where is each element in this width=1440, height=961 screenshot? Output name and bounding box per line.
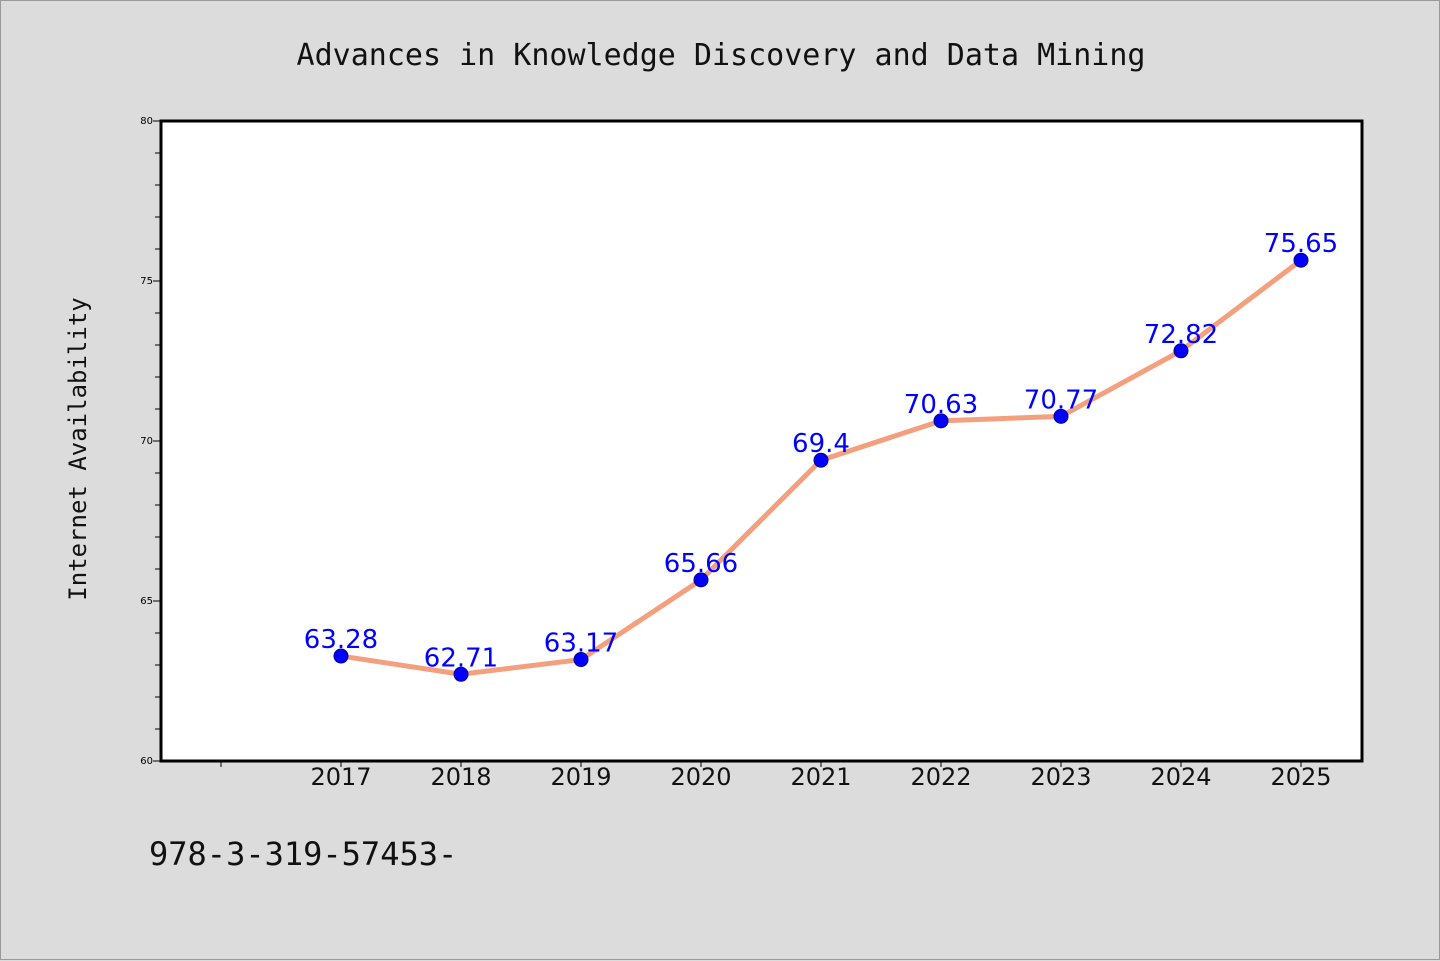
- y-tick-label: 75: [140, 276, 153, 287]
- data-point-marker: [333, 648, 349, 664]
- data-label: 75.65: [1264, 229, 1338, 259]
- y-axis-label: Internet Availability: [64, 297, 92, 600]
- x-tick-label: 2017: [310, 763, 371, 791]
- data-point-marker: [693, 572, 709, 588]
- y-tick-label: 80: [140, 116, 153, 127]
- data-labels: 63.28 62.71 63.17 65.66 69.4 70.63 70.77 72.82 7…: [304, 229, 1338, 673]
- data-point-marker: [933, 413, 949, 429]
- data-label: 62.71: [424, 643, 498, 673]
- data-label: 70.77: [1024, 385, 1098, 415]
- y-tick-label: 60: [140, 756, 153, 767]
- data-label: 65.66: [664, 549, 738, 579]
- data-point-marker: [1293, 252, 1309, 268]
- data-label: 69.4: [792, 429, 850, 459]
- y-tick-label: 65: [140, 596, 153, 607]
- x-tick-label: 2022: [910, 763, 971, 791]
- x-axis: 2017 2018 2019 2020 2021 2022 2023 2024 2025: [220, 761, 1332, 791]
- x-tick-label: 2023: [1030, 763, 1091, 791]
- data-label: 72.82: [1144, 320, 1218, 350]
- y-tick-label: 70: [140, 436, 153, 447]
- series-markers: [333, 252, 1309, 682]
- plot-area: [159, 119, 1364, 763]
- x-tick-label: 2024: [1150, 763, 1211, 791]
- x-tick-label: 2018: [430, 763, 491, 791]
- data-point-marker: [453, 666, 469, 682]
- footer-text: 978-3-319-57453-: [149, 835, 457, 873]
- data-label: 63.28: [304, 625, 378, 655]
- y-axis: 60 65 70 75 80: [140, 116, 161, 767]
- data-label: 70.63: [904, 390, 978, 420]
- data-point-marker: [573, 652, 589, 668]
- data-point-marker: [1173, 343, 1189, 359]
- data-point-marker: [813, 452, 829, 468]
- x-tick-label: 2020: [670, 763, 731, 791]
- x-tick-label: 2021: [790, 763, 851, 791]
- x-tick-label: 2019: [550, 763, 611, 791]
- x-tick-label: 2025: [1270, 763, 1331, 791]
- data-label: 63.17: [544, 629, 618, 659]
- data-point-marker: [1053, 408, 1069, 424]
- chart-title: Advances in Knowledge Discovery and Data…: [297, 38, 1146, 73]
